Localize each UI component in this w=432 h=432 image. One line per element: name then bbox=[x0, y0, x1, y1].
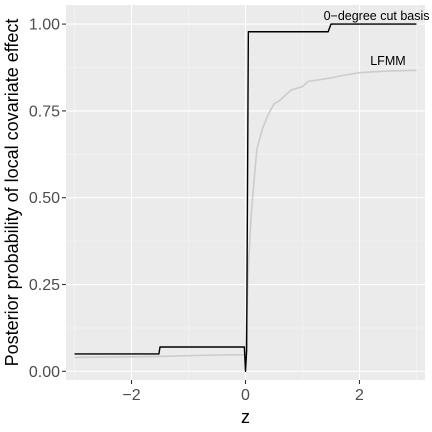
x-tick-label: −2 bbox=[122, 387, 140, 404]
x-axis-title: z bbox=[241, 407, 250, 427]
y-axis: 0.00 0.25 0.50 0.75 1.00 bbox=[29, 17, 66, 381]
series-line bbox=[74, 23, 417, 373]
y-tick-label: 0.00 bbox=[29, 364, 60, 381]
y-tick-label: 0.75 bbox=[29, 103, 60, 120]
series-label: LFMM bbox=[370, 54, 405, 68]
series-line bbox=[74, 69, 417, 359]
x-tick-label: 2 bbox=[355, 387, 364, 404]
x-tick-label: 0 bbox=[241, 387, 250, 404]
series-lines bbox=[74, 23, 417, 373]
grid-major bbox=[66, 5, 425, 380]
y-tick-label: 1.00 bbox=[29, 17, 60, 34]
series-label: 0−degree cut basis bbox=[324, 9, 430, 23]
y-axis-title: Posterior probability of local covariate… bbox=[2, 19, 22, 367]
y-tick-label: 0.50 bbox=[29, 190, 60, 207]
series-labels: 0−degree cut basis LFMM bbox=[324, 9, 430, 68]
x-axis: −2 0 2 bbox=[122, 380, 364, 404]
y-tick-label: 0.25 bbox=[29, 277, 60, 294]
